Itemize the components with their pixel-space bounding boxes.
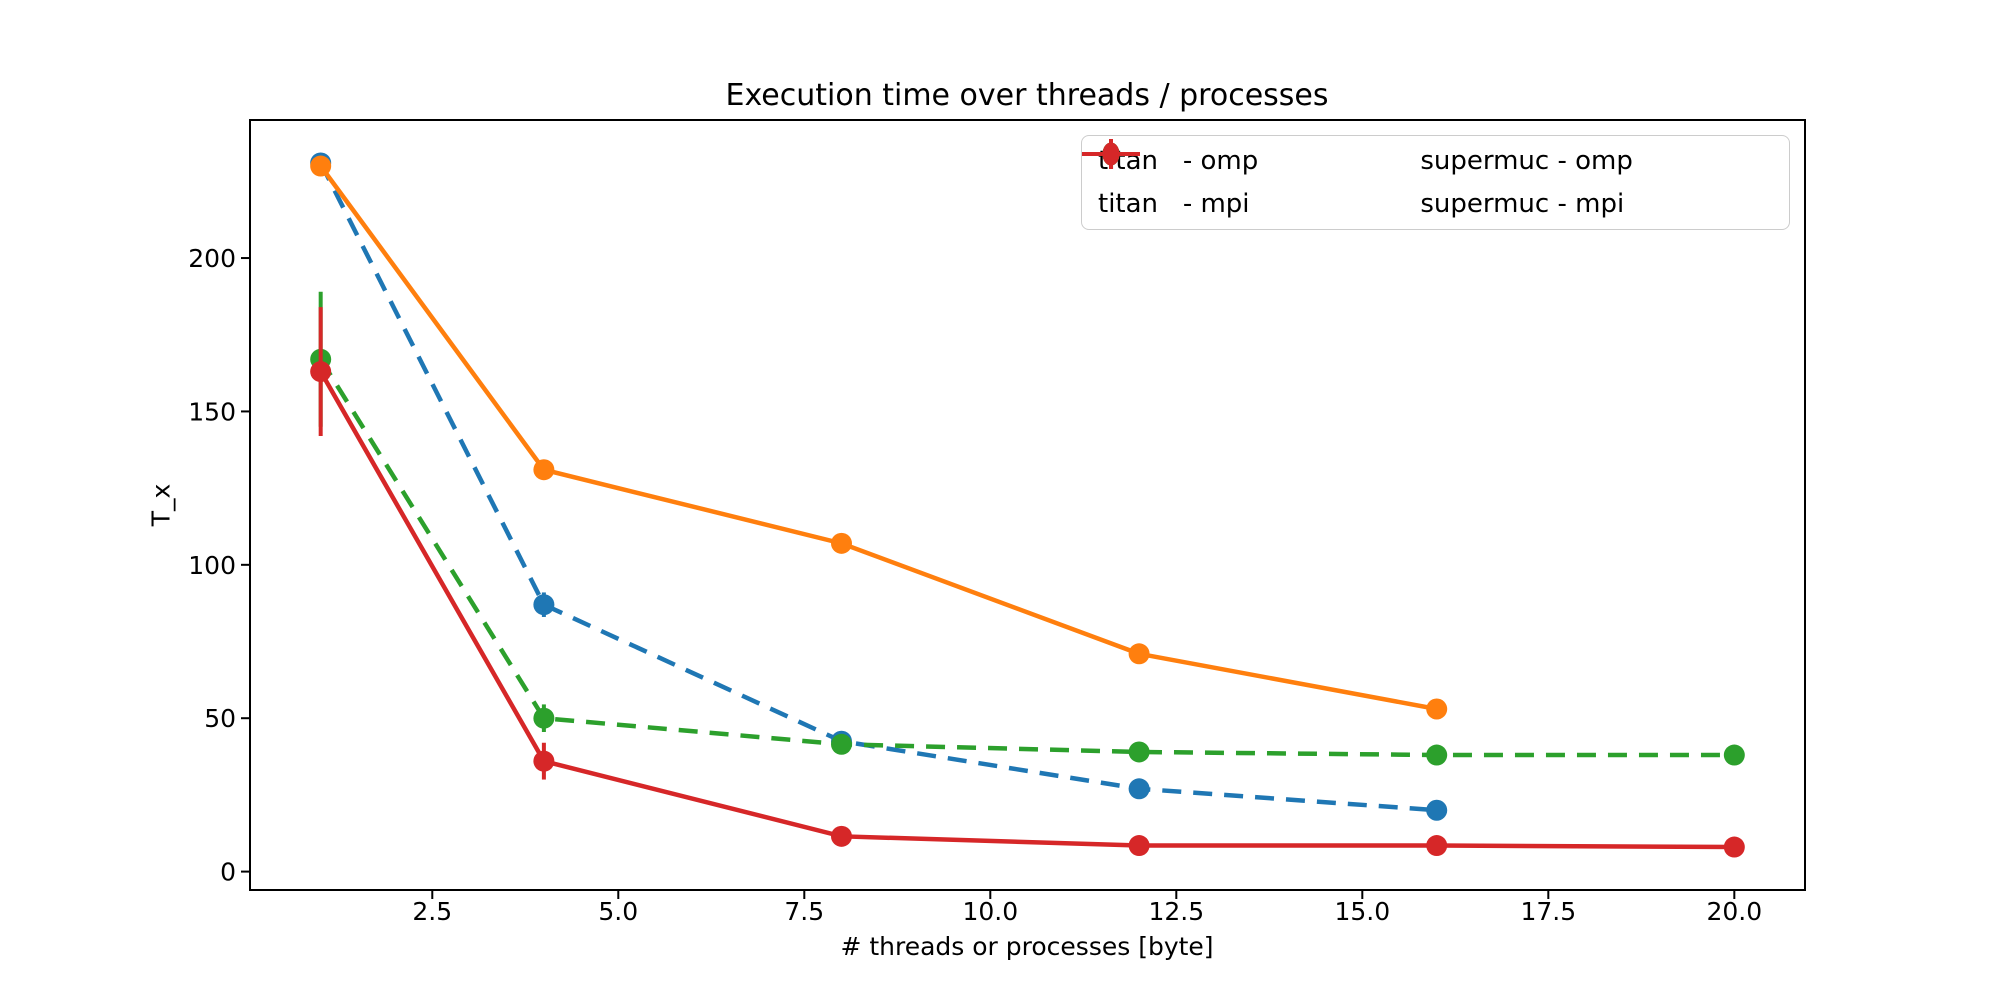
chart-title: Execution time over threads / processes xyxy=(725,78,1329,113)
x-tick-label: 12.5 xyxy=(1148,897,1204,926)
data-point xyxy=(1128,643,1150,665)
data-point xyxy=(1128,741,1150,763)
data-point xyxy=(1723,744,1745,766)
legend-entry-titan-mpi: titan - mpi xyxy=(1082,139,1398,225)
x-tick-label: 7.5 xyxy=(784,897,824,926)
x-tick-label: 5.0 xyxy=(598,897,638,926)
legend-glyph-marker xyxy=(1102,142,1120,166)
x-tick-label: 10.0 xyxy=(962,897,1018,926)
legend-entry-supermuc-omp: supermuc - omp xyxy=(1082,139,1773,182)
series-supermuc-mpi xyxy=(310,307,1745,858)
series-line xyxy=(318,370,1735,850)
data-point xyxy=(830,733,852,755)
legend-label-supermuc-mpi: supermuc - mpi xyxy=(1420,188,1625,219)
y-tick-label: 100 xyxy=(188,551,236,580)
y-tick-label: 150 xyxy=(188,397,236,426)
legend-marker-supermuc-mpi-icon xyxy=(1082,139,1140,169)
data-point xyxy=(533,459,555,481)
data-point xyxy=(310,361,332,383)
legend-entry-titan-omp: titan - omp xyxy=(1082,139,1398,182)
data-point xyxy=(1723,836,1745,858)
legend-entry-supermuc-mpi: supermuc - mpi xyxy=(1082,139,1773,225)
y-axis-label: T_x xyxy=(146,483,176,527)
data-point xyxy=(533,594,555,616)
data-point xyxy=(1426,698,1448,720)
legend-label-supermuc-omp: supermuc - omp xyxy=(1420,146,1633,177)
data-point xyxy=(310,155,332,177)
data-point xyxy=(830,532,852,554)
series-line xyxy=(318,161,1437,813)
x-tick-label: 2.5 xyxy=(412,897,452,926)
data-point xyxy=(533,707,555,729)
legend: titan - omp titan - mpi supermuc - omp s… xyxy=(1081,135,1790,230)
data-point xyxy=(533,750,555,772)
x-axis-label: # threads or processes [byte] xyxy=(840,932,1214,961)
series-line xyxy=(318,358,1735,758)
x-tick-label: 15.0 xyxy=(1334,897,1390,926)
axes-spines xyxy=(249,119,1806,891)
series-supermuc-omp xyxy=(310,291,1745,766)
y-tick-label: 0 xyxy=(220,858,236,887)
x-tick-label: 17.5 xyxy=(1520,897,1576,926)
y-tick-label: 50 xyxy=(204,704,236,733)
data-point xyxy=(1128,778,1150,800)
data-point xyxy=(1426,835,1448,857)
y-tick-label: 200 xyxy=(188,244,236,273)
series-titan-mpi xyxy=(310,155,1448,720)
data-point xyxy=(1426,799,1448,821)
data-point xyxy=(830,825,852,847)
data-point xyxy=(1426,744,1448,766)
x-tick-label: 20.0 xyxy=(1706,897,1762,926)
data-point xyxy=(1128,835,1150,857)
legend-label-titan-mpi: titan - mpi xyxy=(1098,188,1250,219)
series-titan-omp xyxy=(310,152,1448,821)
